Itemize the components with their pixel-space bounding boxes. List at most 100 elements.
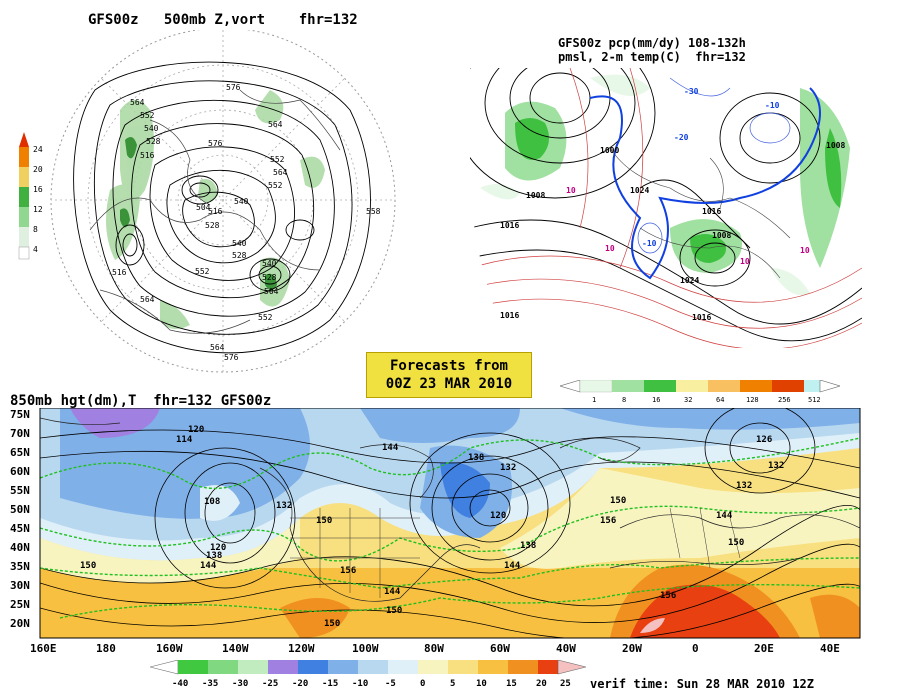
vorticity-colorbar: 24 20 16 12 8 4 (18, 132, 43, 260)
lon-label: 140W (222, 642, 249, 655)
coastlines (89, 89, 341, 334)
colorbar-tick: -40 (172, 679, 188, 689)
pressure-label: 1016 (500, 311, 519, 320)
coastlines (609, 147, 791, 279)
colorbar-tick: 128 (746, 396, 759, 404)
colorbar-tick: 25 (560, 679, 571, 689)
pressure-label: 1008 (526, 191, 545, 200)
height-label: 156 (660, 591, 676, 601)
temp-label: -30 (684, 87, 699, 96)
height-label: 108 (204, 497, 220, 507)
height-label: 150 (386, 606, 402, 616)
contour-label: 552 (268, 181, 283, 190)
colorbar-tick: -35 (202, 679, 218, 689)
height-label: 150 (610, 496, 626, 506)
contour-label: 564 (140, 295, 155, 304)
contour-label: 540 (232, 239, 247, 248)
lon-label: 60W (490, 642, 510, 655)
colorbar-tick: -10 (352, 679, 368, 689)
colorbar-tick: 24 (33, 145, 43, 154)
forecast-init-line1: Forecasts from (389, 358, 508, 374)
colorbar-tick: 12 (33, 205, 43, 214)
colorbar-tick: -15 (322, 679, 338, 689)
colorbar-swatch (19, 187, 29, 207)
height-label: 150 (728, 538, 744, 548)
contour-label: 564 (210, 343, 225, 352)
height-label: 156 (600, 516, 616, 526)
height-label: 132 (276, 501, 292, 511)
lat-label: 75N (10, 408, 30, 421)
contour-label: 516 (140, 151, 155, 160)
forecast-init-box: Forecasts from 00Z 23 MAR 2010 (366, 352, 532, 398)
colorbar-tick: -20 (292, 679, 308, 689)
lon-label: 40E (820, 642, 840, 655)
panel-precip-map: 1008 1016 1024 1016 1008 1016 1024 1008 … (470, 68, 862, 348)
lat-label: 70N (10, 427, 30, 440)
lat-label: 50N (10, 503, 30, 516)
contour-label: 540 (234, 197, 249, 206)
contour-label: 552 (140, 111, 155, 120)
height-label: 150 (316, 516, 332, 526)
lon-label: 120W (288, 642, 315, 655)
lon-label: 80W (424, 642, 444, 655)
contour-label: 540 (144, 124, 159, 133)
pressure-label: 1016 (500, 221, 519, 230)
pressure-label: 1024 (630, 186, 649, 195)
contour-label: 540 (262, 259, 277, 268)
pressure-label: 1016 (702, 207, 721, 216)
lon-label: 20W (622, 642, 642, 655)
height-label: 138 (520, 541, 536, 551)
colorbar-tick: 20 (536, 679, 547, 689)
panel-500mb-title: GFS00z 500mb Z,vort fhr=132 (88, 12, 358, 28)
lon-label: 0 (692, 642, 699, 655)
contour-label: 576 (226, 83, 241, 92)
colorbar-tick: 32 (684, 396, 692, 404)
colorbar-tick: -25 (262, 679, 278, 689)
height-label: 120 (188, 425, 204, 435)
contour-label: 516 (112, 268, 127, 277)
colorbar-tick: 16 (652, 396, 660, 404)
contour-label: 552 (270, 155, 285, 164)
latitude-labels: 75N 70N 65N 60N 55N 50N 45N 40N 35N 30N … (10, 408, 30, 630)
lat-label: 40N (10, 541, 30, 554)
height-label: 144 (504, 561, 521, 571)
temperature-colorbar: -40 -35 -30 -25 -20 -15 -10 -5 0 5 10 15… (150, 660, 587, 689)
lat-label: 25N (10, 598, 30, 611)
lat-label: 55N (10, 484, 30, 497)
longitude-labels: 160E 180 160W 140W 120W 100W 80W 60W 40W… (30, 642, 840, 655)
verif-time: verif time: Sun 28 MAR 2010 12Z (590, 677, 814, 691)
contour-label: 528 (262, 273, 277, 282)
pressure-label: 1024 (680, 276, 699, 285)
pressure-label: 1000 (600, 146, 619, 155)
height-label: 132 (500, 463, 516, 473)
lat-label: 20N (10, 617, 30, 630)
lon-label: 180 (96, 642, 116, 655)
contour-label: 516 (208, 207, 223, 216)
state-borders (290, 507, 741, 598)
temp-label: -10 (642, 239, 657, 248)
freezing-line (589, 87, 821, 280)
colorbar-tick: 64 (716, 396, 724, 404)
contour-label: 528 (146, 137, 161, 146)
precip-colorbar: 1 8 16 32 64 128 256 512 (560, 380, 840, 404)
colorbar-tick: 0 (420, 679, 425, 689)
precip-shading (480, 74, 850, 296)
colorbar-tick: 5 (450, 679, 455, 689)
lat-label: 30N (10, 579, 30, 592)
contour-label: 528 (205, 221, 220, 230)
colorbar-tick: 8 (622, 396, 626, 404)
pressure-label: 1016 (692, 313, 711, 322)
contour-label: 564 (268, 120, 283, 129)
height-label: 114 (176, 435, 193, 445)
colorbar-arrow-top (19, 132, 29, 147)
height-label-group: 120 114 108 120 132 144 138 132 120 138 … (80, 425, 784, 629)
colorbar-tick: 16 (33, 185, 43, 194)
lon-label: 160W (156, 642, 183, 655)
colorbar-tick: 256 (778, 396, 791, 404)
lon-label: 20E (754, 642, 774, 655)
height-label: 150 (324, 619, 340, 629)
height-label: 120 (210, 543, 226, 553)
colorbar-tick: 15 (506, 679, 517, 689)
contour-label: 576 (208, 139, 223, 148)
height-label: 144 (716, 511, 733, 521)
